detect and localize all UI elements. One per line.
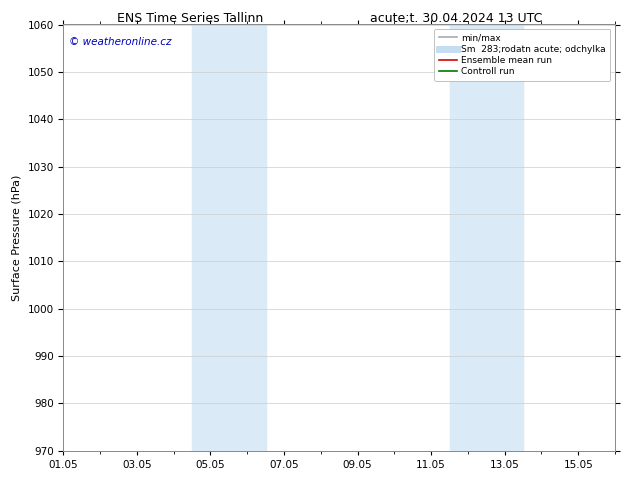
Text: ENS Time Series Tallinn: ENS Time Series Tallinn: [117, 12, 263, 25]
Legend: min/max, Sm  283;rodatn acute; odchylka, Ensemble mean run, Controll run: min/max, Sm 283;rodatn acute; odchylka, …: [434, 29, 611, 81]
Bar: [450, 24, 486, 451]
Bar: [192, 24, 236, 451]
Bar: [236, 24, 266, 451]
Bar: [486, 24, 523, 451]
Text: © weatheronline.cz: © weatheronline.cz: [69, 37, 171, 48]
Text: acute;t. 30.04.2024 13 UTC: acute;t. 30.04.2024 13 UTC: [370, 12, 543, 25]
Y-axis label: Surface Pressure (hPa): Surface Pressure (hPa): [12, 174, 22, 301]
